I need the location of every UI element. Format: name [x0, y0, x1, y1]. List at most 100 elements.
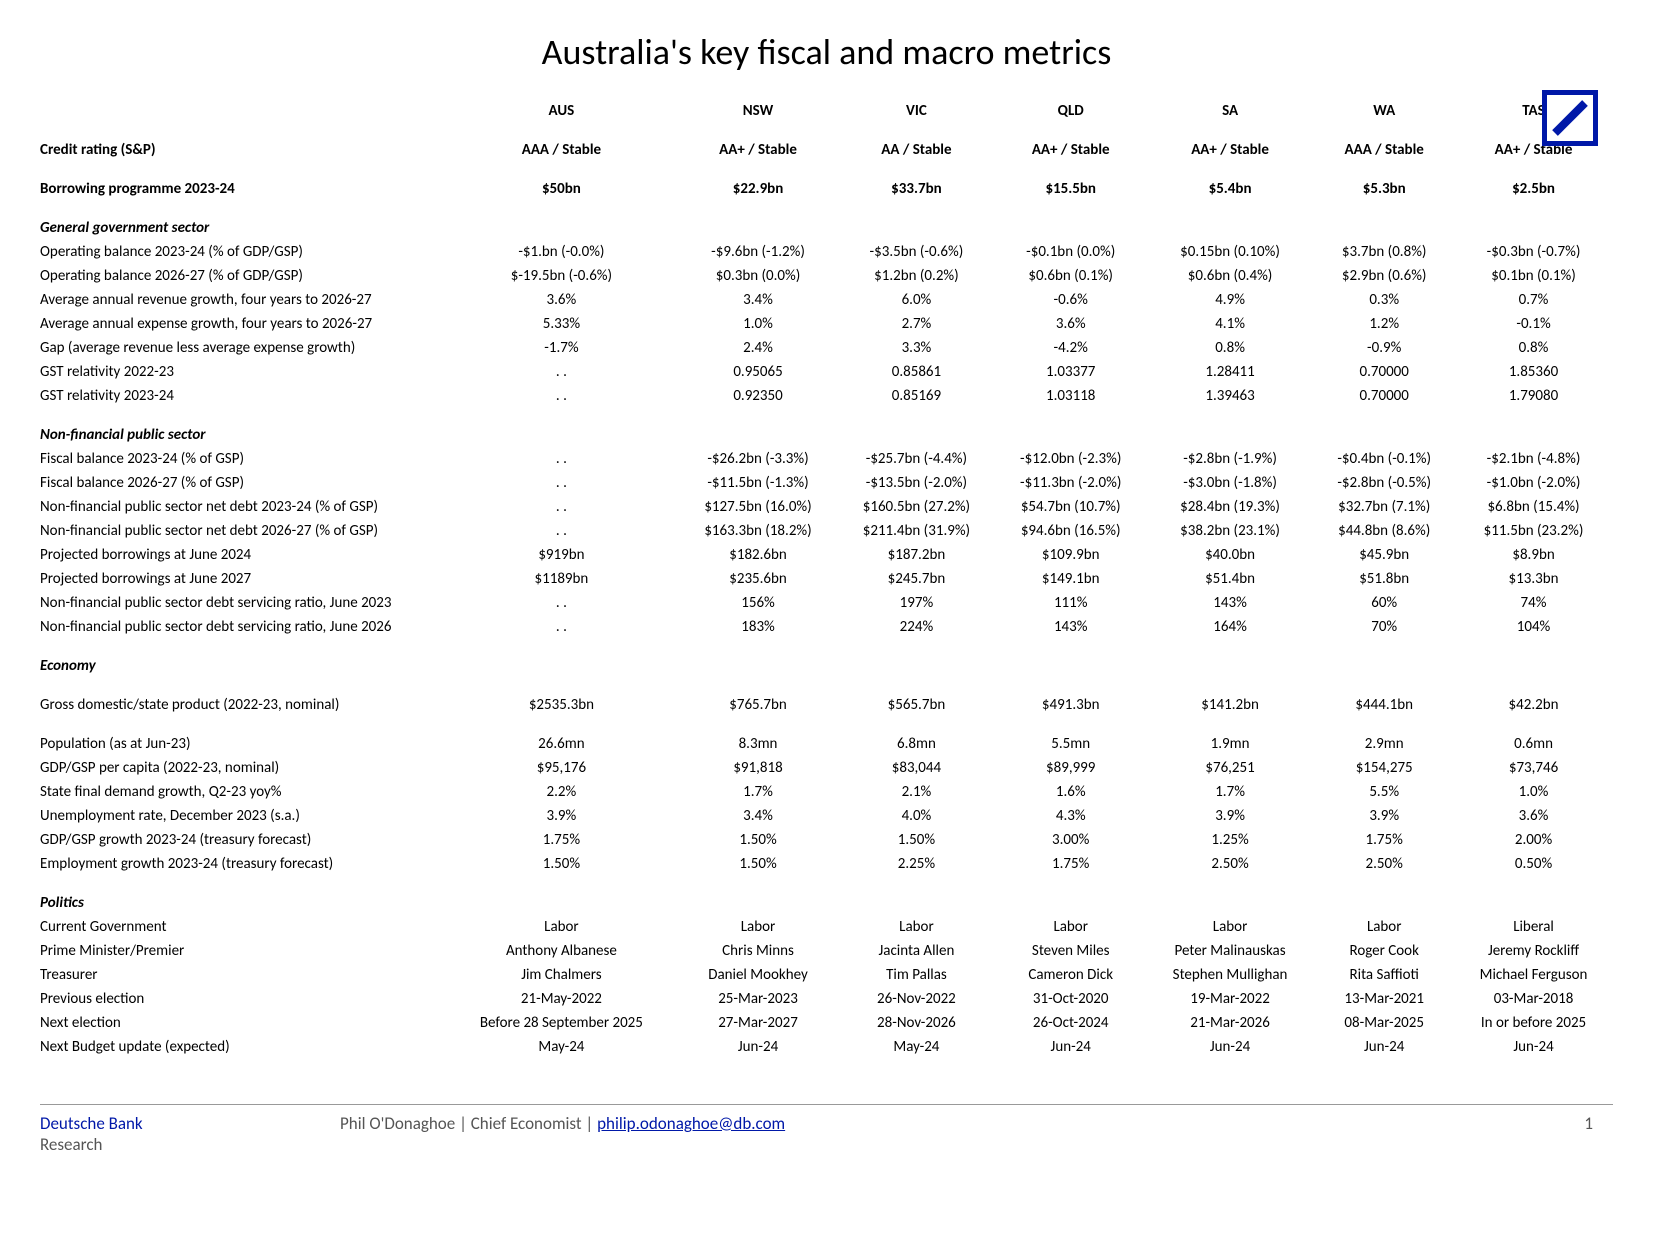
table-row: Average annual revenue growth, four year… [40, 288, 1613, 312]
cell [679, 408, 837, 447]
cell: 19-Mar-2022 [1146, 987, 1315, 1011]
table-header-row: AUS NSW VIC QLD SA WA TAS [40, 99, 1613, 123]
cell [444, 408, 679, 447]
table-row: Non-financial public sector debt servici… [40, 591, 1613, 615]
cell: 1.0% [1454, 780, 1613, 804]
deutsche-bank-logo [1542, 90, 1598, 146]
cell: 0.8% [1146, 336, 1315, 360]
cell: 0.6mn [1454, 717, 1613, 756]
cell: $44.8bn (8.6%) [1314, 519, 1454, 543]
table-row: Non-financial public sector [40, 408, 1613, 447]
footer-author: Phil O'Donaghoe | Chief Economist | phil… [340, 1113, 1493, 1155]
row-label: Non-financial public sector debt servici… [40, 615, 444, 639]
cell: $2.9bn (0.6%) [1314, 264, 1454, 288]
cell: May-24 [444, 1035, 679, 1059]
cell: $182.6bn [679, 543, 837, 567]
cell: $28.4bn (19.3%) [1146, 495, 1315, 519]
cell: $235.6bn [679, 567, 837, 591]
cell: -$0.4bn (-0.1%) [1314, 447, 1454, 471]
header-col: WA [1314, 99, 1454, 123]
cell: -$0.3bn (-0.7%) [1454, 240, 1613, 264]
cell: $8.9bn [1454, 543, 1613, 567]
cell [837, 408, 995, 447]
cell [837, 876, 995, 915]
cell: $0.6bn (0.1%) [996, 264, 1146, 288]
cell: 25-Mar-2023 [679, 987, 837, 1011]
cell: $32.7bn (7.1%) [1314, 495, 1454, 519]
cell: -0.9% [1314, 336, 1454, 360]
cell: 27-Mar-2027 [679, 1011, 837, 1035]
cell: 3.4% [679, 804, 837, 828]
cell: 164% [1146, 615, 1315, 639]
row-label: Non-financial public sector [40, 408, 444, 447]
cell: 2.1% [837, 780, 995, 804]
cell: $0.15bn (0.10%) [1146, 240, 1315, 264]
row-label: Fiscal balance 2026-27 (% of GSP) [40, 471, 444, 495]
cell: 143% [996, 615, 1146, 639]
cell: 3.9% [1146, 804, 1315, 828]
cell: 1.75% [1314, 828, 1454, 852]
cell: 2.50% [1146, 852, 1315, 876]
cell: Jeremy Rockliff [1454, 939, 1613, 963]
cell: 0.3% [1314, 288, 1454, 312]
cell: -$26.2bn (-3.3%) [679, 447, 837, 471]
cell: 197% [837, 591, 995, 615]
cell: $22.9bn [679, 162, 837, 201]
cell: 1.7% [679, 780, 837, 804]
table-row: Employment growth 2023-24 (treasury fore… [40, 852, 1613, 876]
cell: 0.70000 [1314, 384, 1454, 408]
cell: $54.7bn (10.7%) [996, 495, 1146, 519]
cell: Labor [837, 915, 995, 939]
table-row: Gross domestic/state product (2022-23, n… [40, 678, 1613, 717]
cell [837, 639, 995, 678]
cell: AA / Stable [837, 123, 995, 162]
cell: 21-Mar-2026 [1146, 1011, 1315, 1035]
cell: 1.50% [837, 828, 995, 852]
cell: 5.33% [444, 312, 679, 336]
cell: 224% [837, 615, 995, 639]
cell: $5.4bn [1146, 162, 1315, 201]
cell [837, 201, 995, 240]
cell: $919bn [444, 543, 679, 567]
cell: $33.7bn [837, 162, 995, 201]
cell: 5.5% [1314, 780, 1454, 804]
row-label: Average annual expense growth, four year… [40, 312, 444, 336]
cell: Chris Minns [679, 939, 837, 963]
cell: . . [444, 615, 679, 639]
cell: 26-Nov-2022 [837, 987, 995, 1011]
header-col: QLD [996, 99, 1146, 123]
row-label: Projected borrowings at June 2027 [40, 567, 444, 591]
cell: 4.0% [837, 804, 995, 828]
cell: 08-Mar-2025 [1314, 1011, 1454, 1035]
cell: $73,746 [1454, 756, 1613, 780]
cell: Labor [679, 915, 837, 939]
row-label: Credit rating (S&P) [40, 123, 444, 162]
table-row: Non-financial public sector net debt 202… [40, 495, 1613, 519]
cell: -$2.8bn (-1.9%) [1146, 447, 1315, 471]
row-label: Next Budget update (expected) [40, 1035, 444, 1059]
cell: $163.3bn (18.2%) [679, 519, 837, 543]
table-row: Non-financial public sector net debt 202… [40, 519, 1613, 543]
cell: $154,275 [1314, 756, 1454, 780]
cell: 26.6mn [444, 717, 679, 756]
cell: $5.3bn [1314, 162, 1454, 201]
cell: -$0.1bn (0.0%) [996, 240, 1146, 264]
row-label: Politics [40, 876, 444, 915]
cell: Jim Chalmers [444, 963, 679, 987]
footer-author-text: Phil O'Donaghoe | Chief Economist | [340, 1113, 597, 1134]
cell: . . [444, 519, 679, 543]
cell: 3.3% [837, 336, 995, 360]
cell: 3.00% [996, 828, 1146, 852]
cell: AA+ / Stable [996, 123, 1146, 162]
cell: $444.1bn [1314, 678, 1454, 717]
cell: AAA / Stable [1314, 123, 1454, 162]
cell: $141.2bn [1146, 678, 1315, 717]
footer-email-link[interactable]: philip.odonaghoe@db.com [597, 1113, 785, 1134]
cell [1454, 408, 1613, 447]
cell: 1.7% [1146, 780, 1315, 804]
row-label: GDP/GSP per capita (2022-23, nominal) [40, 756, 444, 780]
cell: Tim Pallas [837, 963, 995, 987]
cell: 1.75% [444, 828, 679, 852]
cell: 1.50% [679, 852, 837, 876]
page-footer: Deutsche Bank Research Phil O'Donaghoe |… [40, 1104, 1613, 1155]
